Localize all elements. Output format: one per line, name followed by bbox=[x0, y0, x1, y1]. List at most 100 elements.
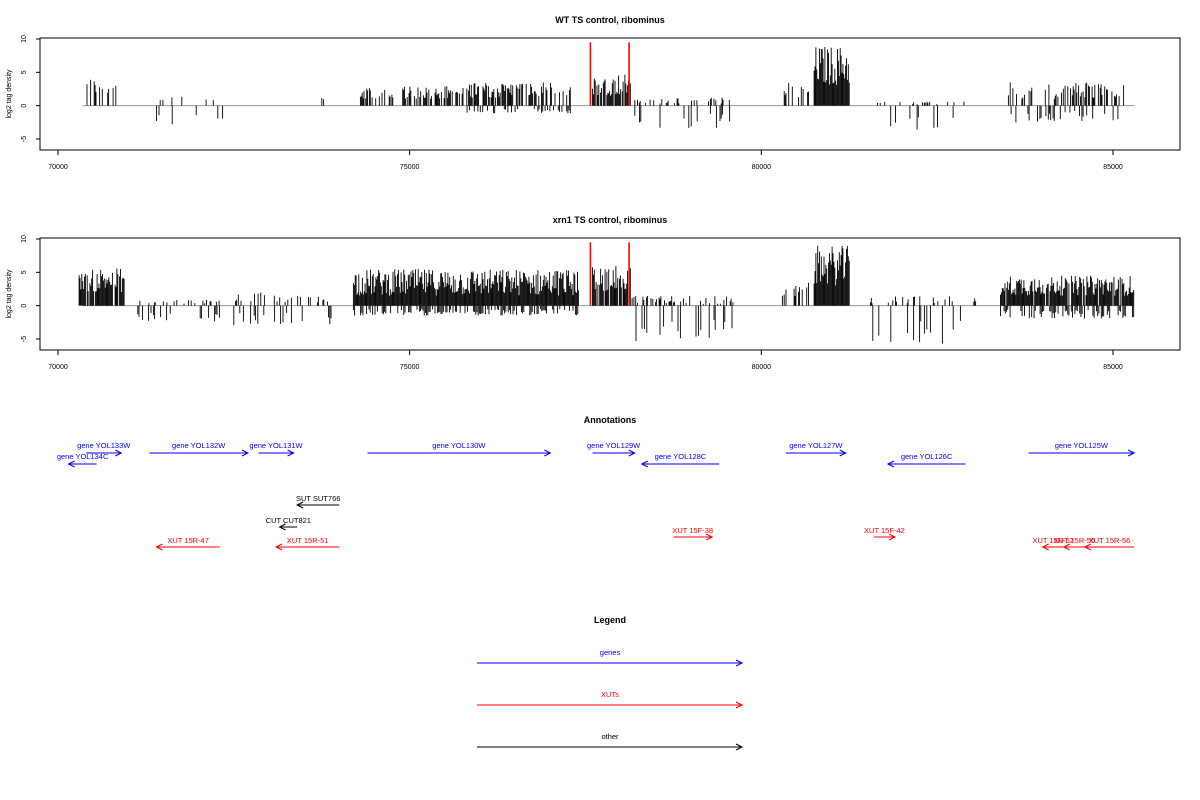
annotation-feature: gene YOL126C bbox=[886, 452, 966, 468]
annotations-title: Annotations bbox=[584, 415, 637, 425]
feature-arrowhead bbox=[241, 449, 250, 457]
annotation-feature: gene YOL133W bbox=[77, 441, 131, 457]
legend-label: genes bbox=[600, 648, 621, 657]
x-tick-label: 85000 bbox=[1103, 364, 1123, 371]
feature-arrowhead bbox=[67, 460, 75, 468]
x-tick-label: 80000 bbox=[752, 164, 772, 171]
y-tick-label: -5 bbox=[21, 136, 28, 142]
feature-arrowhead bbox=[886, 460, 895, 468]
panel-xrn1: xrn1 TS control, ribominus log2 tag dens… bbox=[6, 215, 1181, 371]
panel-xrn1-x-axis: 70000 75000 80000 85000 bbox=[48, 350, 1123, 371]
panel-xrn1-frame bbox=[39, 237, 1181, 351]
x-tick-label: 70000 bbox=[48, 164, 68, 171]
annotation-feature: gene YOL128C bbox=[640, 452, 720, 468]
feature-label: SUT SUT766 bbox=[296, 494, 340, 503]
legend-item: other bbox=[477, 732, 744, 751]
annotation-feature: XUT 15F-42 bbox=[864, 526, 905, 541]
feature-arrowhead bbox=[544, 449, 552, 457]
feature-label: gene YOL128C bbox=[655, 452, 707, 461]
feature-arrowhead bbox=[1041, 543, 1049, 551]
panel-wt-y-axis: 10 5 0 -5 bbox=[21, 35, 40, 142]
x-tick-label: 75000 bbox=[400, 164, 420, 171]
x-tick-label: 75000 bbox=[400, 364, 420, 371]
y-tick-label: 5 bbox=[21, 70, 28, 74]
feature-label: gene YOL125W bbox=[1055, 441, 1109, 450]
annotation-feature: gene YOL132W bbox=[149, 441, 250, 457]
feature-label: gene YOL134C bbox=[57, 452, 109, 461]
legend-items: genes XUTs other bbox=[477, 648, 744, 751]
legend-arrowhead bbox=[735, 701, 744, 709]
feature-label: gene YOL130W bbox=[432, 441, 486, 450]
feature-arrowhead bbox=[287, 449, 295, 457]
annotation-feature: XUT 15R-55 bbox=[1054, 536, 1096, 551]
legend-label: XUTs bbox=[601, 690, 619, 699]
legend-arrowhead bbox=[735, 743, 744, 751]
panel-xrn1-bars bbox=[78, 245, 1135, 344]
feature-label: gene YOL133W bbox=[77, 441, 131, 450]
panel-wt-title: WT TS control, ribominus bbox=[555, 15, 665, 25]
legend-item: genes bbox=[477, 648, 744, 667]
panel-wt-highlights bbox=[589, 42, 630, 106]
x-tick-label: 80000 bbox=[752, 364, 772, 371]
legend-label: other bbox=[601, 732, 619, 741]
annotation-feature: XUT 15R-56 bbox=[1083, 536, 1135, 551]
feature-arrowhead bbox=[296, 501, 304, 509]
annotation-feature: XUT 15R-51 bbox=[274, 536, 340, 551]
y-tick-label: 0 bbox=[21, 104, 28, 108]
panel-xrn1-highlights bbox=[589, 242, 630, 306]
feature-label: gene YOL127W bbox=[789, 441, 843, 450]
annotation-feature: gene YOL129W bbox=[587, 441, 641, 457]
panel-xrn1-title: xrn1 TS control, ribominus bbox=[553, 215, 668, 225]
y-tick-label: -5 bbox=[21, 336, 28, 342]
feature-label: gene YOL126C bbox=[901, 452, 953, 461]
annotation-features: gene YOL133W gene YOL134C gene YOL132W gene… bbox=[57, 441, 1136, 551]
feature-label: XUT 15R-47 bbox=[167, 536, 209, 545]
y-tick-label: 0 bbox=[21, 304, 28, 308]
panel-xrn1-ylabel: log2 tag density bbox=[6, 269, 13, 319]
annotation-feature: gene YOL125W bbox=[1028, 441, 1136, 457]
panel-wt-bars bbox=[82, 47, 1135, 130]
feature-arrowhead bbox=[155, 543, 163, 551]
feature-label: CUT CUT821 bbox=[266, 516, 311, 525]
feature-label: gene YOL131W bbox=[249, 441, 303, 450]
feature-arrowhead bbox=[839, 449, 847, 457]
annotation-feature: gene YOL127W bbox=[785, 441, 847, 457]
annotation-feature: gene YOL131W bbox=[249, 441, 304, 457]
x-tick-label: 85000 bbox=[1103, 164, 1123, 171]
feature-label: XUT 15F-38 bbox=[672, 526, 713, 535]
y-tick-label: 5 bbox=[21, 270, 28, 274]
panel-wt-x-axis: 70000 75000 80000 85000 bbox=[48, 150, 1123, 171]
legend-item: XUTs bbox=[477, 690, 744, 709]
feature-label: XUT 15R-56 bbox=[1089, 536, 1131, 545]
panel-wt-frame bbox=[39, 37, 1181, 151]
annotation-feature: gene YOL130W bbox=[367, 441, 552, 457]
feature-arrowhead bbox=[1127, 449, 1136, 457]
feature-arrowhead bbox=[705, 533, 714, 541]
annotation-feature: CUT CUT821 bbox=[266, 516, 311, 531]
feature-arrowhead bbox=[1083, 543, 1092, 551]
annotation-feature: SUT SUT766 bbox=[296, 494, 340, 509]
x-tick-label: 70000 bbox=[48, 364, 68, 371]
feature-arrowhead bbox=[1062, 543, 1070, 551]
feature-arrowhead bbox=[640, 460, 648, 468]
feature-label: XUT 15R-55 bbox=[1054, 536, 1096, 545]
y-tick-label: 10 bbox=[21, 235, 28, 243]
annotation-feature: XUT 15R-47 bbox=[155, 536, 220, 551]
legend-arrowhead bbox=[735, 659, 744, 667]
legend-title: Legend bbox=[594, 615, 626, 625]
annotation-feature: XUT 15F-38 bbox=[672, 526, 714, 541]
feature-arrowhead bbox=[628, 449, 636, 457]
annotations-panel: Annotations gene YOL133W gene YOL134C gene… bbox=[57, 415, 1136, 551]
feature-label: gene YOL129W bbox=[587, 441, 641, 450]
panel-xrn1-y-axis: 10 5 0 -5 bbox=[21, 235, 40, 342]
y-tick-label: 10 bbox=[21, 35, 28, 43]
feature-arrowhead bbox=[274, 543, 283, 551]
panel-wt-ylabel: log2 tag density bbox=[6, 69, 13, 119]
panel-wt: WT TS control, ribominus log2 tag densit… bbox=[6, 15, 1181, 171]
annotation-feature: gene YOL134C bbox=[57, 452, 109, 468]
annotation-feature: XUT 15R-52 bbox=[1032, 536, 1074, 551]
feature-arrowhead bbox=[888, 533, 897, 541]
feature-arrowhead bbox=[115, 449, 123, 457]
feature-label: XUT 15R-51 bbox=[287, 536, 329, 545]
